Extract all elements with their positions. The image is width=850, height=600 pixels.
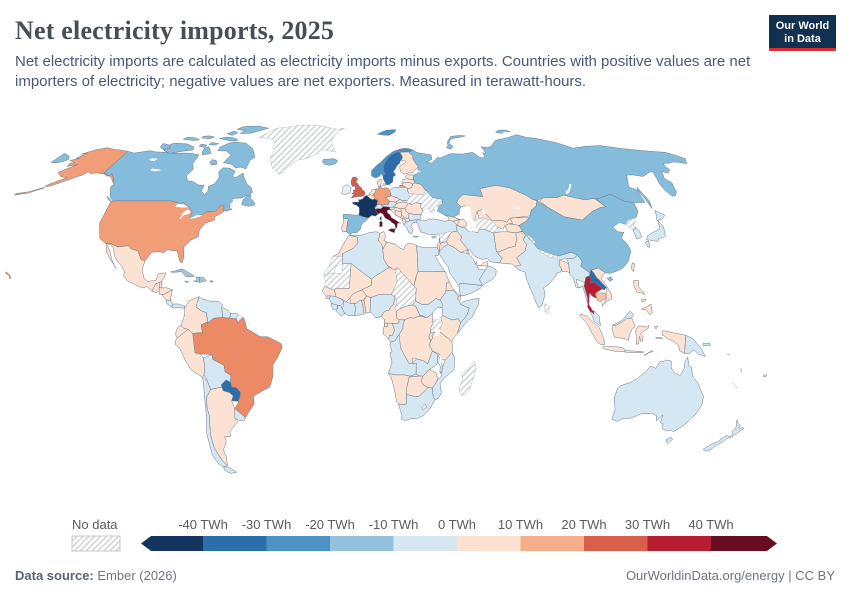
svg-text:30 TWh: 30 TWh <box>625 517 670 532</box>
svg-text:-10 TWh: -10 TWh <box>369 517 419 532</box>
svg-text:10 TWh: 10 TWh <box>498 517 543 532</box>
svg-text:20 TWh: 20 TWh <box>561 517 606 532</box>
svg-text:-30 TWh: -30 TWh <box>242 517 292 532</box>
svg-text:40 TWh: 40 TWh <box>688 517 733 532</box>
svg-text:-40 TWh: -40 TWh <box>178 517 228 532</box>
svg-text:-20 TWh: -20 TWh <box>305 517 355 532</box>
svg-text:0 TWh: 0 TWh <box>438 517 476 532</box>
svg-text:No data: No data <box>72 517 118 532</box>
